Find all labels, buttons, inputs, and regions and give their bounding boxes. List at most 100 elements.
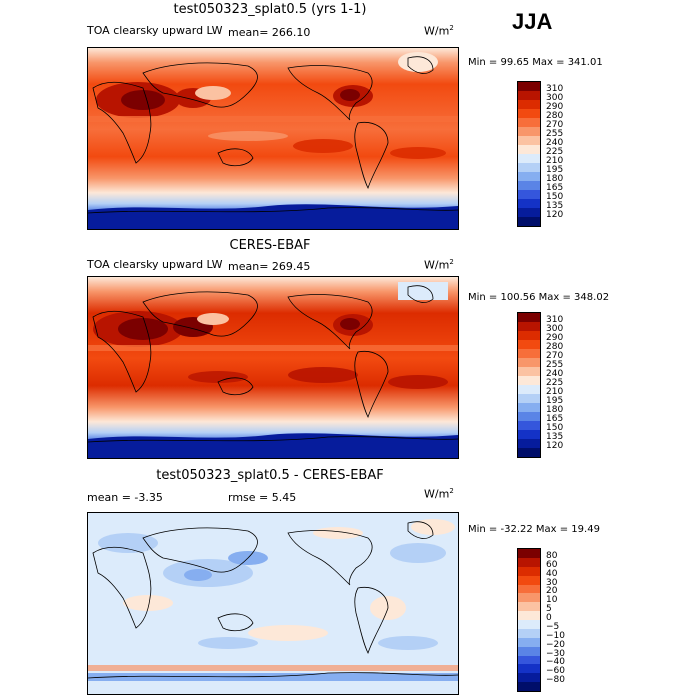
colorbar-swatch — [518, 394, 540, 403]
panel2-map — [87, 276, 459, 459]
colorbar-swatch — [518, 91, 540, 100]
colorbar-tick-label: 225 — [546, 378, 564, 388]
colorbar-tick-label: 270 — [546, 351, 564, 361]
colorbar-swatch — [518, 637, 540, 647]
colorbar-tick-label: 120 — [546, 441, 564, 451]
colorbar-swatch — [518, 646, 540, 656]
panel1-colorbar — [517, 81, 541, 227]
panel2-mean-label: mean= 269.45 — [228, 260, 311, 273]
colorbar-swatch — [518, 376, 540, 385]
colorbar-swatch — [518, 331, 540, 340]
colorbar-tick-label: −20 — [546, 639, 565, 650]
colorbar-swatch — [518, 208, 540, 217]
panel3-colorbar — [517, 548, 541, 692]
colorbar-tick-label: 225 — [546, 147, 564, 157]
colorbar-tick-label: 255 — [546, 360, 564, 370]
colorbar-swatch — [518, 673, 540, 683]
colorbar-tick-label: −30 — [546, 648, 565, 659]
panel2-coastlines — [88, 285, 458, 443]
colorbar-swatch — [518, 575, 540, 585]
colorbar-tick-label: 20 — [546, 586, 558, 597]
colorbar-swatch — [518, 448, 540, 457]
colorbar-tick-label: 290 — [546, 333, 564, 343]
colorbar-tick-label: 180 — [546, 174, 564, 184]
colorbar-swatch — [518, 655, 540, 665]
colorbar-tick-label: 240 — [546, 138, 564, 148]
panel2-map-field — [88, 277, 458, 458]
colorbar-tick-label: 165 — [546, 183, 564, 193]
colorbar-swatch — [518, 620, 540, 629]
panel2-units: W/m2 — [424, 258, 454, 272]
colorbar-swatch — [518, 109, 540, 118]
colorbar-tick-label: 270 — [546, 120, 564, 130]
colorbar-tick-label: 210 — [546, 156, 564, 166]
colorbar-swatch — [518, 199, 540, 208]
colorbar-swatch — [518, 430, 540, 439]
colorbar-swatch — [518, 664, 540, 674]
colorbar-tick-label: 300 — [546, 93, 564, 103]
colorbar-tick-label: 310 — [546, 84, 564, 94]
colorbar-tick-label: 280 — [546, 111, 564, 121]
colorbar-swatch — [518, 313, 540, 322]
colorbar-swatch — [518, 584, 540, 594]
colorbar-swatch — [518, 145, 540, 154]
panel1-map — [87, 47, 459, 230]
season-label: JJA — [512, 9, 553, 34]
colorbar-tick-label: 290 — [546, 102, 564, 112]
colorbar-swatch — [518, 682, 540, 691]
colorbar-tick-label: 310 — [546, 315, 564, 325]
colorbar-tick-label: 195 — [546, 396, 564, 406]
panel3-mean-label: mean = -3.35 — [87, 491, 163, 504]
colorbar-swatch — [518, 82, 540, 91]
colorbar-tick-label: 150 — [546, 192, 564, 202]
colorbar-swatch — [518, 349, 540, 358]
colorbar-swatch — [518, 136, 540, 145]
panel3-rmse-label: rmse = 5.45 — [228, 491, 297, 504]
panel3-coastlines — [88, 521, 458, 679]
colorbar-swatch — [518, 190, 540, 199]
panel1-minmax: Min = 99.65 Max = 341.01 — [468, 57, 603, 68]
colorbar-swatch — [518, 557, 540, 567]
colorbar-tick-label: −60 — [546, 666, 565, 677]
panel1-units: W/m2 — [424, 24, 454, 38]
colorbar-swatch — [518, 412, 540, 421]
colorbar-tick-label: 180 — [546, 405, 564, 415]
colorbar-swatch — [518, 217, 540, 226]
panel1-title: test050323_splat0.5 (yrs 1-1) — [173, 2, 367, 17]
colorbar-swatch — [518, 100, 540, 109]
colorbar-swatch — [518, 549, 540, 558]
panel3-map — [87, 512, 459, 695]
colorbar-tick-label: −40 — [546, 657, 565, 668]
panel1-coastlines — [88, 56, 458, 214]
panel1-map-field — [88, 48, 458, 229]
colorbar-tick-label: −80 — [546, 675, 565, 686]
colorbar-tick-label: 5 — [546, 604, 552, 615]
colorbar-tick-label: 280 — [546, 342, 564, 352]
colorbar-swatch — [518, 566, 540, 576]
colorbar-tick-label: 40 — [546, 568, 558, 579]
panel3-title: test050323_splat0.5 - CERES-EBAF — [156, 468, 384, 483]
colorbar-tick-label: 10 — [546, 595, 558, 606]
colorbar-swatch — [518, 340, 540, 349]
colorbar-tick-label: 30 — [546, 577, 558, 588]
colorbar-swatch — [518, 602, 540, 612]
panel3-units: W/m2 — [424, 487, 454, 501]
colorbar-swatch — [518, 172, 540, 181]
panel1-mean-label: mean= 266.10 — [228, 26, 311, 39]
colorbar-tick-label: 135 — [546, 201, 564, 211]
panel3-map-field — [88, 513, 458, 694]
colorbar-tick-label: 0 — [546, 613, 552, 623]
colorbar-tick-label: 210 — [546, 387, 564, 397]
panel2-minmax: Min = 100.56 Max = 348.02 — [468, 292, 610, 303]
panel2-colorbar — [517, 312, 541, 458]
colorbar-swatch — [518, 628, 540, 638]
colorbar-tick-label: 240 — [546, 369, 564, 379]
colorbar-swatch — [518, 593, 540, 603]
colorbar-swatch — [518, 358, 540, 367]
panel2-title: CERES-EBAF — [229, 238, 311, 253]
panel3-minmax: Min = -32.22 Max = 19.49 — [468, 524, 600, 535]
colorbar-swatch — [518, 439, 540, 448]
colorbar-swatch — [518, 118, 540, 127]
colorbar-tick-label: 195 — [546, 165, 564, 175]
colorbar-swatch — [518, 403, 540, 412]
